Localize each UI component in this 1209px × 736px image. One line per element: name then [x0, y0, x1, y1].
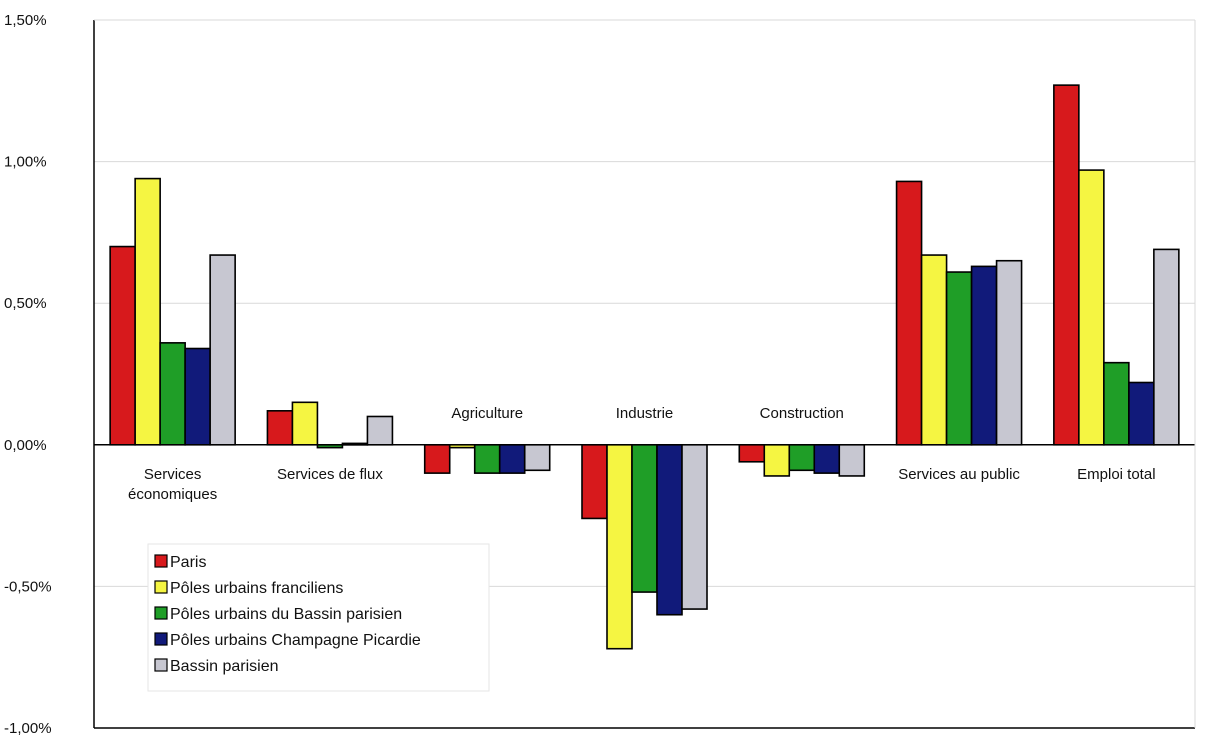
y-tick-label: 1,50%	[4, 12, 47, 29]
y-tick-label: -1,00%	[4, 720, 52, 736]
category-labels: Services économiques Services de flux Agric…	[128, 405, 1156, 503]
legend-label: Pôles urbains Champagne Picardie	[170, 632, 421, 649]
bar-p-les-urbains-champagne-picardie-6	[1128, 381, 1155, 446]
bar-paris-4	[738, 443, 766, 463]
bar-paris-6	[1053, 84, 1080, 446]
bar-p-les-urbains-du-bassin-parisien-6	[1103, 361, 1130, 446]
legend-swatch	[154, 606, 168, 620]
bar-p-les-urbains-champagne-picardie-5	[970, 265, 998, 446]
bar-bassin-parisien-0	[209, 254, 236, 446]
legend-swatch	[154, 554, 168, 568]
category-label: économiques	[128, 486, 217, 503]
category-label: Emploi total	[1077, 466, 1155, 483]
legend-swatch	[154, 632, 168, 646]
legend-swatch	[154, 580, 168, 594]
bar-p-les-urbains-franciliens-1	[291, 401, 319, 446]
y-tick-label: 0,00%	[4, 437, 47, 454]
legend: Paris Pôles urbains franciliens Pôles urba…	[147, 543, 490, 692]
category-label: Agriculture	[451, 405, 523, 422]
axes	[93, 19, 1196, 729]
bar-bassin-parisien-2	[523, 443, 551, 472]
bar-p-les-urbains-du-bassin-parisien-3	[631, 443, 658, 593]
bar-p-les-urbains-du-bassin-parisien-5	[945, 271, 973, 446]
bar-p-les-urbains-du-bassin-parisien-4	[788, 443, 816, 472]
bar-p-les-urbains-champagne-picardie-4	[813, 443, 841, 474]
bar-paris-0	[109, 245, 136, 446]
y-tick-label: 0,50%	[4, 295, 47, 312]
y-axis-tick-labels: 1,50% 1,00% 0,50% 0,00% -0,50% -1,00%	[4, 12, 52, 736]
bar-bassin-parisien-3	[681, 443, 708, 610]
bar-paris-3	[581, 443, 608, 520]
bar-p-les-urbains-franciliens-3	[606, 443, 633, 650]
bar-paris-2	[423, 443, 451, 474]
legend-swatch	[154, 658, 168, 672]
legend-box	[147, 543, 490, 692]
bar-p-les-urbains-champagne-picardie-2	[498, 443, 526, 474]
category-label: Services	[144, 466, 202, 483]
category-label: Services au public	[898, 466, 1020, 483]
bar-p-les-urbains-franciliens-5	[920, 254, 948, 446]
bar-p-les-urbains-franciliens-6	[1078, 169, 1105, 446]
category-label: Industrie	[616, 405, 674, 422]
bar-p-les-urbains-franciliens-0	[134, 177, 161, 446]
bars	[109, 84, 1180, 650]
category-label: Construction	[760, 405, 844, 422]
bar-p-les-urbains-champagne-picardie-3	[656, 443, 683, 616]
bar-p-les-urbains-franciliens-4	[763, 443, 791, 477]
legend-label: Bassin parisien	[170, 658, 279, 675]
y-tick-label: -0,50%	[4, 578, 52, 595]
bar-bassin-parisien-4	[838, 443, 866, 477]
bar-paris-1	[266, 410, 294, 446]
legend-label: Pôles urbains franciliens	[170, 580, 343, 597]
bar-bassin-parisien-5	[995, 259, 1023, 446]
bar-bassin-parisien-1	[366, 415, 394, 446]
legend-label: Pôles urbains du Bassin parisien	[170, 606, 402, 623]
bar-p-les-urbains-champagne-picardie-0	[184, 347, 211, 446]
category-label: Services de flux	[277, 466, 383, 483]
bar-bassin-parisien-6	[1153, 248, 1180, 446]
legend-label: Paris	[170, 554, 206, 571]
bar-p-les-urbains-du-bassin-parisien-0	[159, 342, 186, 446]
y-tick-label: 1,00%	[4, 154, 47, 171]
bar-p-les-urbains-du-bassin-parisien-2	[473, 443, 501, 474]
bar-paris-5	[895, 180, 923, 446]
